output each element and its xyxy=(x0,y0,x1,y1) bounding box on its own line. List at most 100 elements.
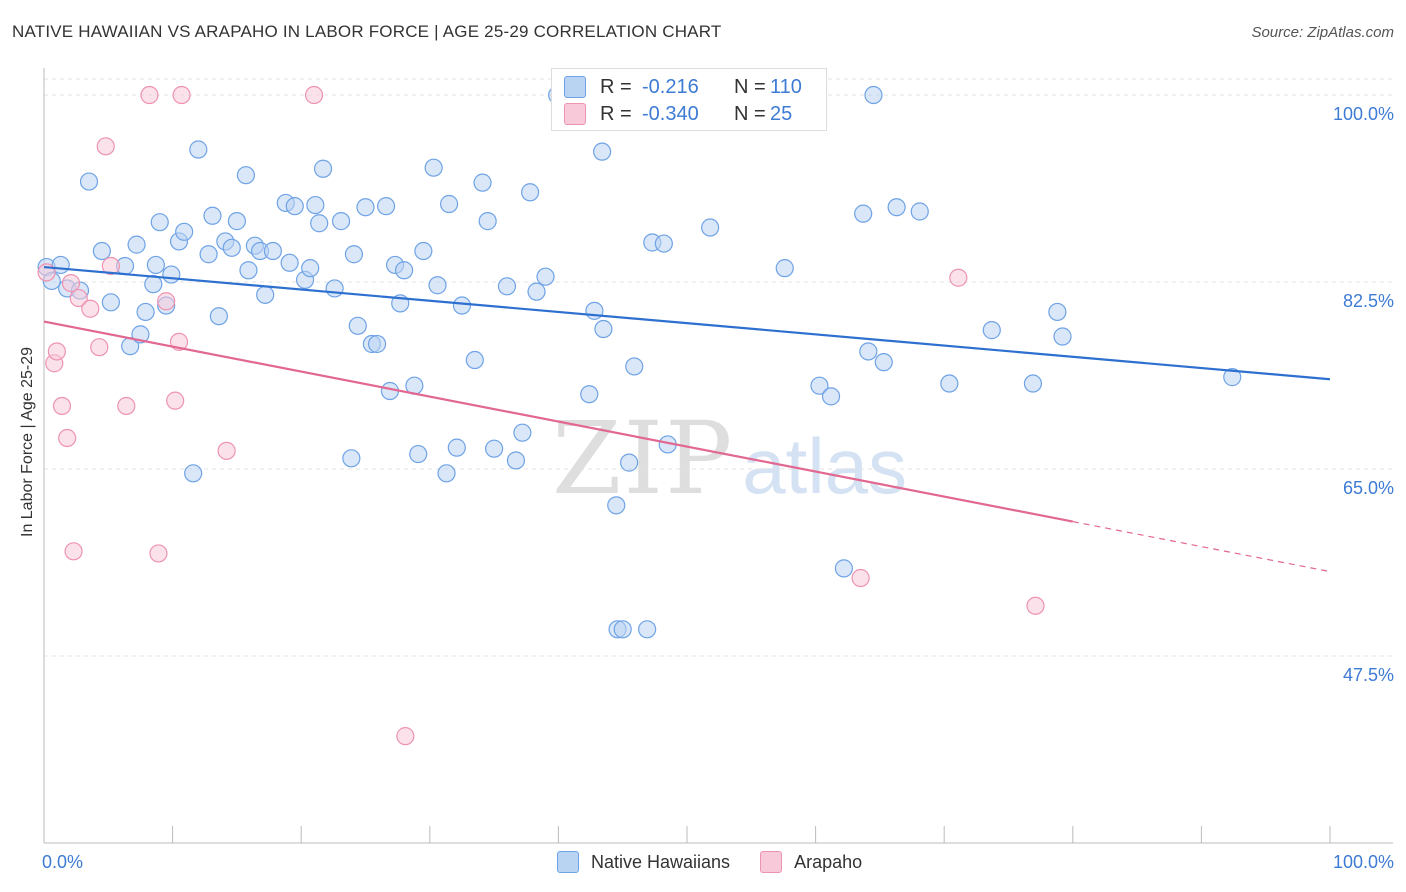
point-native-hawaiians-44 xyxy=(342,449,361,468)
trendline-arapaho-extension xyxy=(1072,520,1331,573)
point-native-hawaiians-74 xyxy=(580,385,599,404)
point-native-hawaiians-85 xyxy=(654,234,673,253)
point-arapaho-24 xyxy=(1026,596,1045,615)
legend-r-value: -0.216 xyxy=(642,75,699,98)
point-arapaho-23 xyxy=(949,268,968,287)
point-native-hawaiians-62 xyxy=(447,438,466,457)
legend-row-arapaho: R = -0.340 N = 25 xyxy=(564,101,810,127)
point-native-hawaiians-80 xyxy=(613,620,632,639)
point-arapaho-15 xyxy=(157,292,176,311)
point-native-hawaiians-77 xyxy=(593,142,612,161)
point-native-hawaiians-95 xyxy=(859,342,878,361)
point-native-hawaiians-5 xyxy=(92,241,111,261)
point-native-hawaiians-70 xyxy=(513,423,532,442)
point-native-hawaiians-50 xyxy=(376,197,396,216)
point-native-hawaiians-15 xyxy=(150,213,169,232)
y-tick-label-0: 100.0% xyxy=(1332,104,1394,125)
legend-n-label: N = xyxy=(734,75,766,98)
point-native-hawaiians-66 xyxy=(478,212,497,231)
point-native-hawaiians-20 xyxy=(184,464,203,483)
x-tick-label-max: 100.0% xyxy=(1332,852,1394,872)
point-native-hawaiians-6 xyxy=(101,293,120,312)
legend-item-arapaho[interactable]: Arapaho xyxy=(760,851,862,873)
point-native-hawaiians-76 xyxy=(594,319,613,339)
point-native-hawaiians-103 xyxy=(1053,327,1072,346)
watermark-atlas: atlas xyxy=(742,422,908,510)
point-native-hawaiians-28 xyxy=(236,166,256,185)
point-native-hawaiians-104 xyxy=(1223,368,1242,387)
legend-n-value: 110 xyxy=(770,75,802,98)
point-native-hawaiians-47 xyxy=(356,198,375,217)
legend-label-native-hawaiians: Native Hawaiians xyxy=(591,851,731,872)
point-native-hawaiians-75 xyxy=(585,301,604,320)
point-native-hawaiians-38 xyxy=(301,259,320,278)
point-native-hawaiians-59 xyxy=(428,276,447,295)
legend-item-native-hawaiians[interactable]: Native Hawaiians xyxy=(557,851,730,873)
legend-label-arapaho: Arapaho xyxy=(794,851,863,872)
point-native-hawaiians-57 xyxy=(414,241,433,261)
point-native-hawaiians-43 xyxy=(331,212,351,231)
y-tick-label-3: 47.5% xyxy=(1342,665,1394,685)
point-native-hawaiians-73 xyxy=(536,267,555,286)
point-native-hawaiians-65 xyxy=(473,173,492,192)
point-native-hawaiians-9 xyxy=(79,172,99,191)
watermark-zip: ZIP xyxy=(552,400,735,517)
point-native-hawaiians-101 xyxy=(1023,374,1043,393)
point-native-hawaiians-67 xyxy=(485,439,504,458)
point-native-hawaiians-45 xyxy=(344,245,364,264)
legend-r-label: R = xyxy=(600,102,632,125)
point-arapaho-10 xyxy=(96,137,115,156)
legend-swatch-native-hawaiians xyxy=(557,851,579,873)
point-native-hawaiians-96 xyxy=(874,353,893,372)
point-native-hawaiians-41 xyxy=(313,159,333,178)
point-arapaho-14 xyxy=(149,544,168,563)
point-arapaho-9 xyxy=(90,338,109,357)
point-native-hawaiians-97 xyxy=(887,198,906,217)
point-native-hawaiians-46 xyxy=(348,316,367,335)
point-native-hawaiians-63 xyxy=(452,296,472,315)
x-tick-label-min: 0.0% xyxy=(42,852,84,872)
point-native-hawaiians-54 xyxy=(394,261,414,280)
trendline-native-hawaiians xyxy=(43,265,1331,381)
point-native-hawaiians-98 xyxy=(910,202,929,221)
legend-r-label: R = xyxy=(600,75,632,98)
y-axis-label: In Labor Force | Age 25-29 xyxy=(19,346,36,537)
point-native-hawaiians-100 xyxy=(982,321,1001,340)
point-native-hawaiians-10 xyxy=(146,255,165,275)
legend-swatch-arapaho xyxy=(564,103,586,125)
point-native-hawaiians-49 xyxy=(367,334,387,354)
point-arapaho-16 xyxy=(166,391,185,410)
point-native-hawaiians-19 xyxy=(175,222,194,241)
point-arapaho-8 xyxy=(81,299,100,318)
watermark: ZIP atlas xyxy=(552,400,907,517)
point-native-hawaiians-13 xyxy=(136,302,155,322)
legend-swatch-native-hawaiians xyxy=(564,76,586,98)
point-arapaho-18 xyxy=(172,85,191,105)
point-native-hawaiians-64 xyxy=(465,350,484,370)
point-native-hawaiians-82 xyxy=(625,357,644,376)
chart-title: NATIVE HAWAIIAN VS ARAPAHO IN LABOR FORC… xyxy=(12,22,722,41)
point-native-hawaiians-40 xyxy=(310,214,329,233)
point-native-hawaiians-93 xyxy=(834,559,853,578)
point-arapaho-20 xyxy=(304,85,324,105)
point-native-hawaiians-36 xyxy=(285,197,304,216)
point-native-hawaiians-22 xyxy=(199,245,218,264)
point-native-hawaiians-17 xyxy=(162,265,181,284)
point-arapaho-5 xyxy=(61,273,81,293)
point-native-hawaiians-72 xyxy=(527,282,546,301)
point-native-hawaiians-42 xyxy=(325,279,344,298)
point-arapaho-3 xyxy=(52,396,72,416)
point-native-hawaiians-69 xyxy=(506,451,526,470)
point-native-hawaiians-61 xyxy=(439,194,459,214)
point-arapaho-11 xyxy=(101,256,120,276)
point-arapaho-22 xyxy=(851,568,870,588)
legend-n-label: N = xyxy=(734,102,766,125)
point-native-hawaiians-68 xyxy=(497,277,517,296)
point-arapaho-13 xyxy=(140,85,159,105)
point-native-hawaiians-83 xyxy=(638,620,657,639)
point-arapaho-21 xyxy=(396,727,415,746)
point-native-hawaiians-81 xyxy=(620,453,639,472)
point-native-hawaiians-32 xyxy=(256,285,275,304)
point-native-hawaiians-23 xyxy=(203,206,222,225)
